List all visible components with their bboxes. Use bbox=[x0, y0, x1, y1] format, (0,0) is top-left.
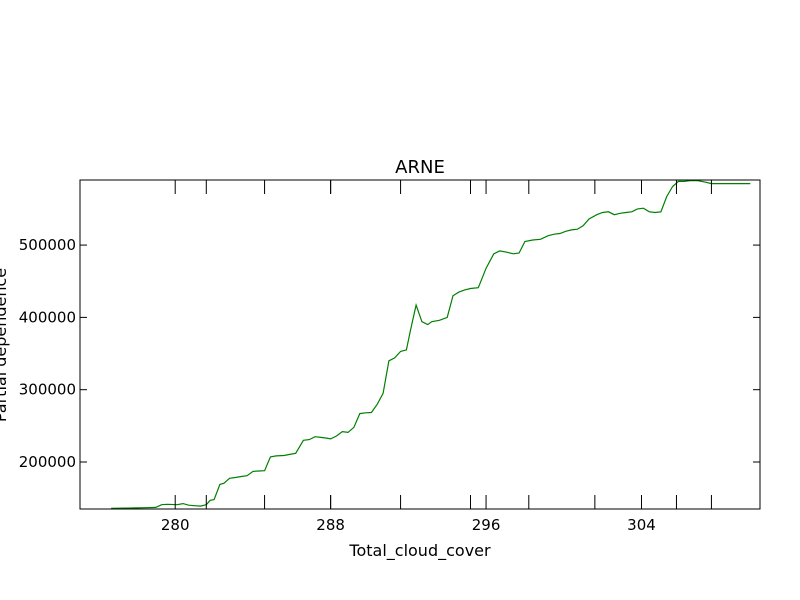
x-tick-label-304: 304 bbox=[627, 516, 656, 534]
x-tick-label-280: 280 bbox=[161, 516, 190, 534]
y-tick-label-500000: 500000 bbox=[19, 236, 76, 254]
y-tick-label-200000: 200000 bbox=[19, 453, 76, 471]
series-line-0 bbox=[111, 180, 751, 509]
y-tick-label-300000: 300000 bbox=[19, 381, 76, 399]
x-tick-label-288: 288 bbox=[316, 516, 345, 534]
plot-frame bbox=[79, 179, 761, 510]
y-axis-label: Partial dependence bbox=[0, 268, 10, 422]
x-axis-label: Total_cloud_cover bbox=[348, 541, 491, 561]
x-tick-label-296: 296 bbox=[472, 516, 501, 534]
plot-area: 280 288 296 304 200000 300000 400000 500000 bbox=[19, 179, 761, 534]
chart-title: ARNE bbox=[395, 157, 445, 178]
y-tick-label-400000: 400000 bbox=[19, 308, 76, 326]
